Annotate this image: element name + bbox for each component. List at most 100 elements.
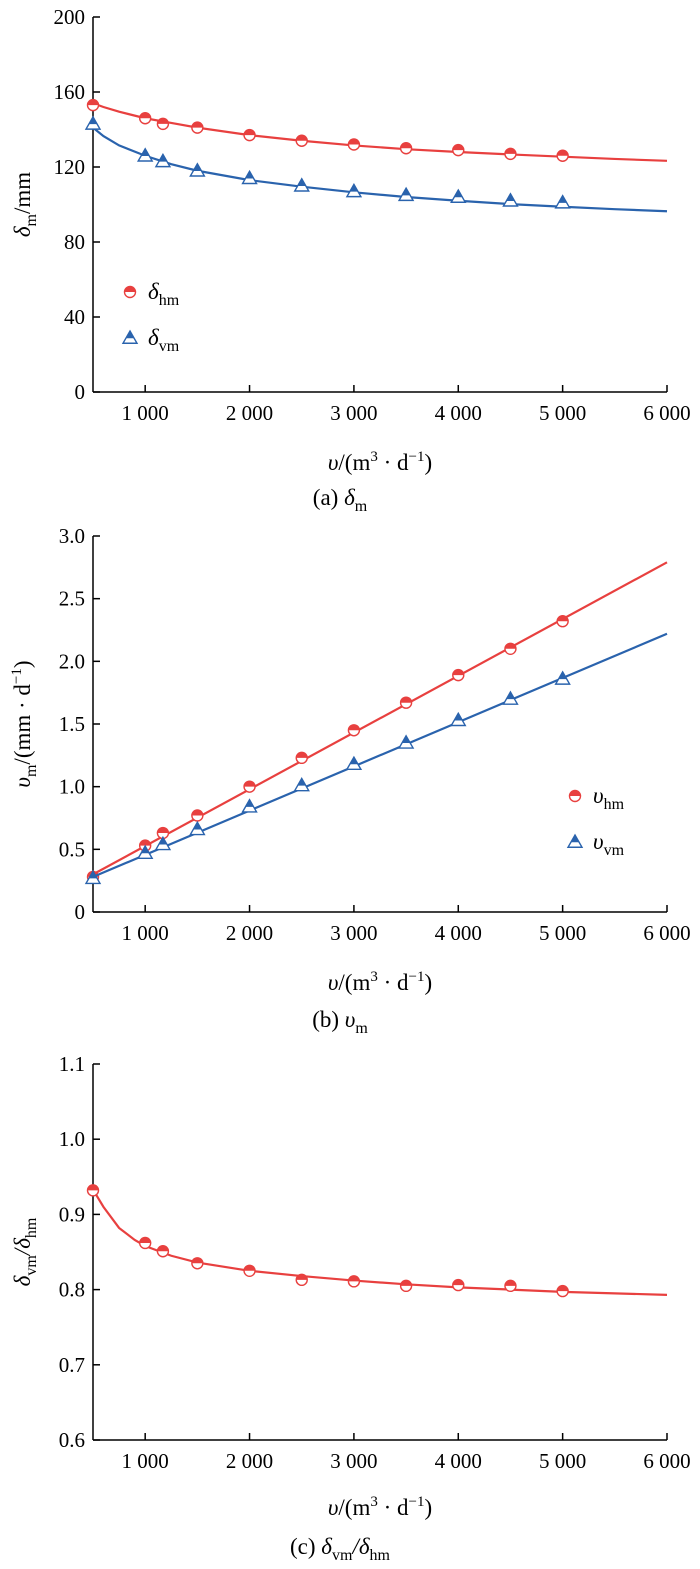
- data-point: [243, 128, 256, 142]
- marker-fill: [348, 139, 360, 145]
- legend-marker: [568, 789, 582, 803]
- marker-fill: [159, 837, 167, 845]
- marker-fill: [402, 735, 410, 743]
- marker-fill: [141, 148, 150, 156]
- marker-fill: [157, 1245, 169, 1252]
- marker-fill: [348, 1275, 360, 1282]
- y-axis-label-unit: /(mm · d: [10, 684, 35, 765]
- legend: υhm υvm: [566, 783, 625, 859]
- data-point: [399, 1279, 413, 1293]
- y-axis-label-unit: /mm: [10, 172, 35, 214]
- data-point: [452, 668, 465, 682]
- y-axis-label-sup: −1: [9, 668, 25, 684]
- marker-fill: [191, 122, 203, 128]
- data-point: [502, 690, 519, 705]
- y-tick-label: 1.0: [59, 1127, 85, 1151]
- data-point: [191, 809, 204, 822]
- marker-fill: [402, 188, 410, 196]
- series-s0: [86, 1184, 668, 1298]
- legend-symbol: δ: [148, 325, 159, 350]
- legend-sub: vm: [159, 338, 180, 355]
- x-tick-label: 6 000: [643, 921, 690, 945]
- data-point: [295, 134, 308, 147]
- data-point: [504, 642, 517, 655]
- y-tick-label: 0.9: [59, 1202, 85, 1226]
- marker-fill: [193, 163, 202, 171]
- chart-panel-b: 0 0.5 1.0 1.5 2.0 2.5 3.0 1 000 2 000 3 000 4 000 5…: [9, 524, 691, 1037]
- fit-line: [92, 102, 668, 162]
- data-point: [397, 186, 415, 202]
- legend-label: υhm: [593, 783, 625, 813]
- x-tick-label: 2 000: [226, 401, 273, 425]
- y-tick-label: 0: [75, 380, 86, 404]
- y-axis-label-sub: hm: [23, 1217, 40, 1238]
- x-axis-label-sup: 3: [370, 969, 378, 985]
- marker-fill: [296, 135, 308, 141]
- marker-fill: [297, 778, 306, 786]
- x-tick-label: 1 000: [122, 921, 169, 945]
- legend-sub: hm: [604, 796, 625, 813]
- x-tick-label: 3 000: [330, 921, 377, 945]
- x-axis-label-unit: ): [424, 450, 432, 475]
- x-axis-label-symbol: υ: [328, 450, 339, 475]
- data-point: [86, 98, 100, 112]
- data-point: [556, 149, 569, 162]
- series-vm: [84, 632, 668, 885]
- marker-fill: [87, 99, 99, 106]
- y-axis-label-sub: m: [23, 213, 40, 226]
- y-axis-label: δm/mm: [10, 172, 40, 237]
- y-axis-label-sub: vm: [23, 1255, 40, 1276]
- data-point: [502, 192, 519, 207]
- data-point: [345, 182, 363, 198]
- marker-fill: [506, 193, 515, 201]
- legend-sub: hm: [159, 292, 180, 309]
- x-axis-label: υ/(m3 · d−1): [328, 449, 432, 475]
- caption-symbol: υ: [345, 1007, 356, 1032]
- marker-fill: [557, 615, 569, 622]
- legend-label: δvm: [148, 325, 180, 355]
- data-point: [154, 152, 172, 168]
- data-point: [452, 143, 465, 157]
- data-point: [156, 117, 170, 131]
- fit-line: [92, 561, 668, 876]
- x-tick-label: 1 000: [122, 401, 169, 425]
- data-point: [554, 194, 571, 209]
- series-hm: [86, 98, 668, 162]
- caption-prefix: (a): [313, 485, 344, 510]
- data-point: [84, 869, 102, 885]
- data-point: [504, 1279, 517, 1293]
- y-axis-label-symbol: υ: [10, 777, 35, 788]
- marker-fill: [244, 129, 256, 136]
- x-axis-label-sup: 3: [370, 1494, 378, 1510]
- marker-fill: [558, 671, 567, 680]
- x-axis-label: υ/(m3 · d−1): [328, 1494, 432, 1520]
- x-axis-label-unit: /(m: [338, 970, 370, 995]
- data-point: [347, 724, 361, 737]
- data-point: [347, 1275, 361, 1288]
- x-tick-label: 5 000: [539, 401, 586, 425]
- y-tick-label: 1.0: [59, 775, 85, 799]
- data-point: [84, 115, 102, 130]
- x-tick-label: 6 000: [643, 1449, 690, 1473]
- data-point: [293, 177, 310, 192]
- marker-fill: [454, 713, 463, 721]
- y-axis-label-unit: ): [10, 660, 35, 668]
- data-point: [138, 1236, 152, 1250]
- y-tick-label: 2.5: [59, 587, 85, 611]
- data-point: [243, 780, 256, 793]
- marker-fill: [400, 142, 412, 149]
- y-tick-label: 160: [54, 80, 86, 104]
- legend-symbol: δ: [148, 279, 159, 304]
- data-point: [241, 169, 258, 185]
- data-point: [241, 798, 258, 813]
- legend-symbol: υ: [593, 783, 604, 808]
- caption-prefix: (b): [312, 1007, 345, 1032]
- legend-label: υvm: [593, 829, 625, 859]
- marker-fill: [452, 144, 464, 151]
- data-point: [347, 138, 361, 151]
- y-tick-label: 0: [75, 900, 86, 924]
- x-axis-label-symbol: υ: [328, 970, 339, 995]
- marker-fill: [191, 1257, 203, 1264]
- legend-marker: [566, 833, 584, 848]
